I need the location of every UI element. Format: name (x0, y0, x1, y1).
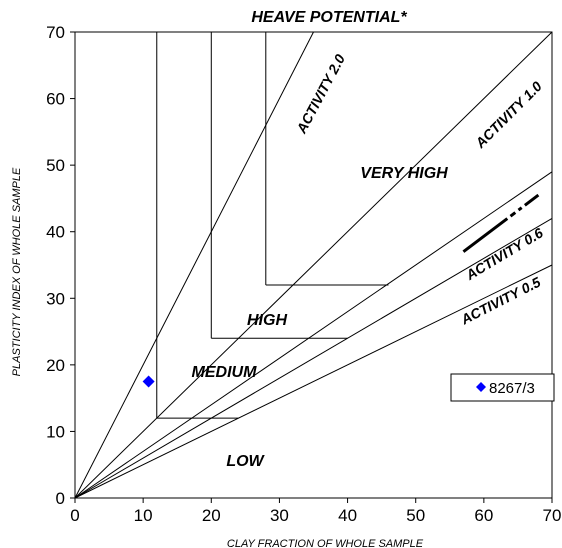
y-tick-label: 70 (46, 23, 65, 42)
activity-label-2-0: ACTIVITY 2.0 (293, 51, 348, 136)
axis-ticks: 0 10 20 30 40 50 60 70 0 10 20 30 40 50 60 70 (46, 23, 561, 525)
x-tick-label: 20 (202, 506, 221, 525)
x-tick-label: 10 (134, 506, 153, 525)
legend-label: 8267/3 (489, 380, 535, 397)
legend: 8267/3 (450, 373, 555, 402)
zone-label-very-high: VERY HIGH (360, 165, 448, 182)
x-axis-label: CLAY FRACTION OF WHOLE SAMPLE (227, 538, 424, 548)
y-tick-label: 0 (56, 489, 65, 508)
activity-line-3 (74, 217, 553, 499)
zone-boundaries (156, 32, 389, 419)
x-tick-label: 40 (338, 506, 357, 525)
plot-frame (74, 31, 553, 499)
x-tick-label: 50 (406, 506, 425, 525)
y-tick-label: 30 (46, 289, 65, 308)
legend-marker (476, 382, 486, 392)
x-tick-label: 70 (543, 506, 562, 525)
dashed-segment (462, 193, 540, 253)
activity-lines (74, 31, 553, 499)
zone-label-high: HIGH (247, 312, 287, 329)
chart-title: HEAVE POTENTIAL* (251, 9, 407, 26)
activity-label-1-0: ACTIVITY 1.0 (471, 78, 545, 152)
y-tick-label: 50 (46, 156, 65, 175)
y-tick-label: 10 (46, 422, 65, 441)
x-tick-label: 0 (70, 506, 79, 525)
activity-line-4 (74, 264, 553, 499)
data-point (142, 375, 155, 388)
y-tick-label: 40 (46, 223, 65, 242)
x-tick-label: 60 (474, 506, 493, 525)
activity-line-0 (74, 31, 314, 499)
legend-box (450, 373, 555, 402)
activity-line-2 (74, 171, 553, 499)
zone-label-low: LOW (226, 453, 265, 470)
y-tick-label: 20 (46, 356, 65, 375)
activity-line-1 (74, 31, 553, 499)
y-tick-label: 60 (46, 90, 65, 109)
zone-label-medium: MEDIUM (192, 364, 258, 381)
y-axis-label: PLASTICITY INDEX OF WHOLE SAMPLE (11, 167, 23, 376)
data-points (142, 375, 155, 388)
x-tick-label: 30 (270, 506, 289, 525)
